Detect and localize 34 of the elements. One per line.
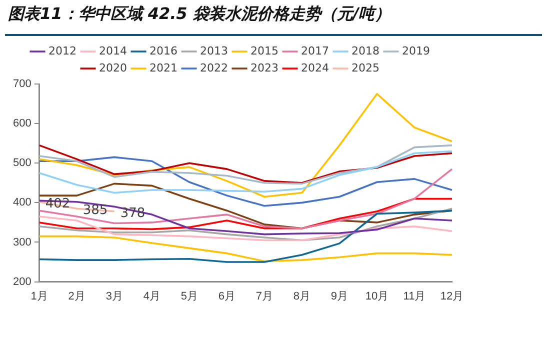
x-tick-label: 11月 (403, 290, 426, 302)
data-label: 385 (82, 202, 108, 218)
legend-label: 2020 (99, 61, 128, 74)
y-tick-label: 200 (12, 276, 32, 288)
legend-label: 2015 (250, 44, 278, 58)
legend-label: 2021 (150, 61, 178, 74)
x-tick-label: 9月 (330, 290, 348, 302)
legend-label: 2024 (300, 61, 329, 74)
legend-label: 2014 (99, 44, 128, 58)
y-tick-label: 600 (12, 118, 32, 130)
legend-label: 2019 (402, 44, 430, 58)
y-tick-label: 300 (12, 236, 32, 248)
y-tick-label: 400 (12, 196, 32, 209)
legend-label: 2022 (200, 61, 228, 74)
legend-label: 2016 (150, 44, 178, 58)
legend-label: 2013 (200, 44, 228, 58)
legend-label: 2018 (351, 44, 380, 58)
x-tick-label: 2月 (68, 290, 86, 302)
x-tick-label: 6月 (218, 290, 236, 302)
x-tick-label: 10月 (365, 290, 389, 302)
legend-label: 2023 (250, 61, 278, 74)
legend-label: 2012 (48, 44, 77, 58)
y-tick-label: 700 (12, 78, 32, 90)
chart-title: 图表11：华中区域 42.5 袋装水泥价格走势（元/吨） (8, 4, 391, 25)
x-tick-label: 3月 (106, 290, 123, 302)
x-tick-label: 4月 (143, 290, 160, 302)
x-tick-label: 8月 (293, 290, 311, 302)
x-tick-label: 5月 (180, 290, 198, 302)
x-tick-label: 7月 (256, 290, 273, 302)
x-tick-label: 1月 (30, 290, 48, 302)
x-tick-label: 12月 (440, 290, 464, 302)
legend-label: 2025 (351, 61, 380, 74)
y-tick-label: 500 (12, 157, 32, 170)
legend-label: 2017 (300, 44, 329, 58)
